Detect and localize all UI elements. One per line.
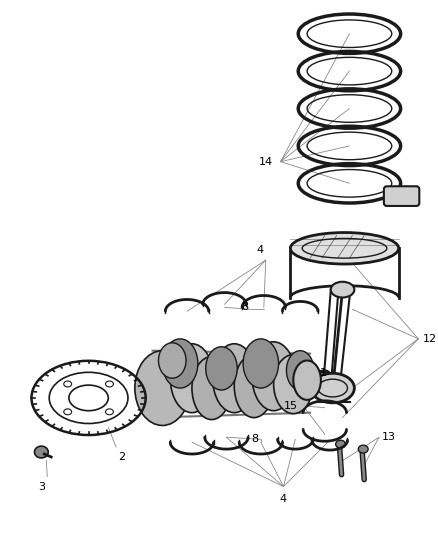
Text: 8: 8 [251,434,258,444]
Ellipse shape [135,351,190,425]
Text: 2: 2 [118,452,125,462]
Ellipse shape [358,445,368,453]
Ellipse shape [206,347,237,390]
Ellipse shape [293,360,321,400]
Ellipse shape [106,409,113,415]
Text: 8: 8 [241,302,248,312]
Ellipse shape [35,446,48,458]
Ellipse shape [106,381,113,387]
Ellipse shape [234,354,274,417]
Text: 4: 4 [280,495,287,504]
Ellipse shape [159,343,186,378]
Ellipse shape [64,381,72,387]
Ellipse shape [212,344,256,413]
Ellipse shape [290,232,399,264]
Text: 4: 4 [257,245,264,255]
Ellipse shape [336,440,346,448]
Ellipse shape [64,409,72,415]
Ellipse shape [274,354,313,414]
Text: 3: 3 [38,482,45,491]
Ellipse shape [192,357,231,419]
Text: 15: 15 [284,401,298,411]
Ellipse shape [331,282,354,297]
Ellipse shape [162,339,198,388]
Text: 14: 14 [258,157,273,167]
Ellipse shape [286,351,314,390]
Ellipse shape [243,339,279,388]
Ellipse shape [311,373,354,403]
Ellipse shape [170,344,214,413]
Ellipse shape [252,342,295,411]
Text: 1: 1 [320,368,327,378]
Text: 13: 13 [382,432,396,442]
FancyBboxPatch shape [384,186,419,206]
Text: 12: 12 [423,334,438,344]
